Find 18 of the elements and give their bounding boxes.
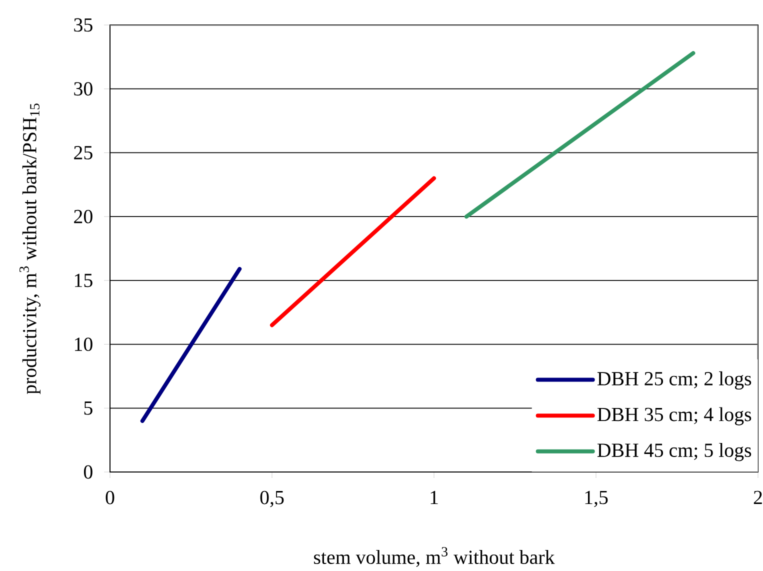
y-tick-label: 25 — [74, 146, 92, 160]
y-tick-label: 20 — [74, 210, 92, 224]
y-tick-label: 30 — [74, 82, 92, 96]
y-tick-label: 5 — [84, 402, 92, 415]
legend-label: DBH 45 cm; 5 logs — [597, 442, 752, 462]
y-tick-label: 15 — [74, 274, 92, 288]
legend-label: DBH 25 cm; 2 logs — [597, 371, 752, 390]
x-tick-label: 0,5 — [260, 490, 284, 508]
x-tick-label: 1 — [430, 490, 438, 504]
x-tick-label: 0 — [106, 490, 114, 504]
y-axis-title: productivity, m$^{3}$ without bark/PSH$_{15}$ — [19, 104, 41, 394]
legend-label: DBH 35 cm; 4 logs — [597, 407, 752, 426]
x-axis-title: stem volume, m$^{3}$ without bark — [314, 547, 555, 567]
y-tick-label: 0 — [84, 465, 92, 479]
y-tick-label: 35 — [74, 18, 92, 32]
y-tick-label: 10 — [74, 338, 92, 351]
x-tick-label: 2 — [754, 490, 762, 504]
x-tick-label: 1,5 — [585, 490, 608, 508]
